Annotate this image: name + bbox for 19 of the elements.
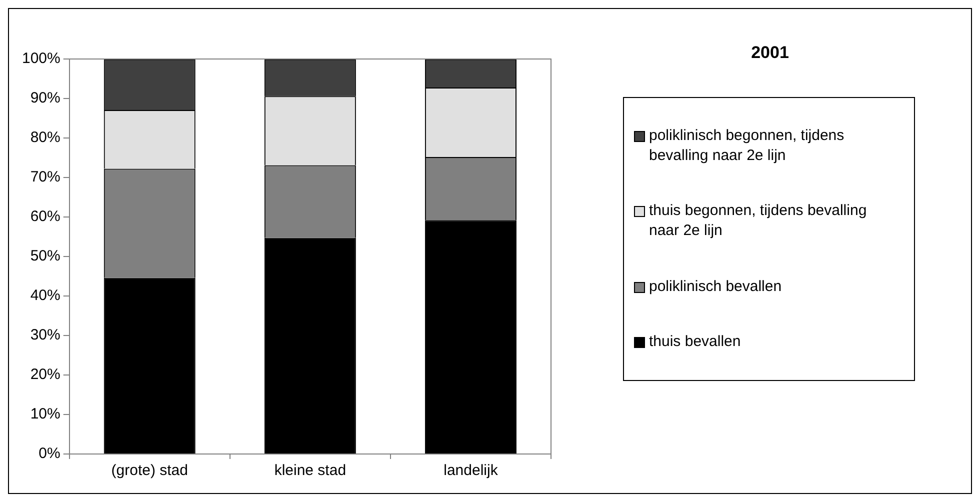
legend-label: thuis begonnen, tijdens bevalling naar 2e lijn xyxy=(649,201,868,242)
legend-label: poliklinisch bevallen xyxy=(649,276,783,297)
text: 2001 xyxy=(750,43,790,63)
x-tick-label: (grote) stad xyxy=(111,462,188,480)
y-tick-label: 90% xyxy=(30,90,60,107)
y-tick-label: 20% xyxy=(30,366,60,384)
y-tick-label: 30% xyxy=(30,326,60,344)
y-tick-label: 0% xyxy=(38,445,60,462)
legend-label: poliklinisch begonnen, tijdens bevalling naar 2e lijn xyxy=(649,126,846,166)
y-tick-label: 70% xyxy=(30,168,60,186)
legend-label: thuis bevallen xyxy=(649,332,742,352)
y-tick-label: 50% xyxy=(30,248,60,265)
y-tick-label: 40% xyxy=(30,287,60,304)
y-tick-label: 80% xyxy=(30,129,60,146)
x-tick-label: landelijk xyxy=(444,462,498,480)
y-tick-label: 60% xyxy=(30,208,60,226)
y-tick-label: 100% xyxy=(22,50,60,68)
y-tick-label: 10% xyxy=(30,406,60,423)
x-tick-label: kleine stad xyxy=(274,462,346,480)
